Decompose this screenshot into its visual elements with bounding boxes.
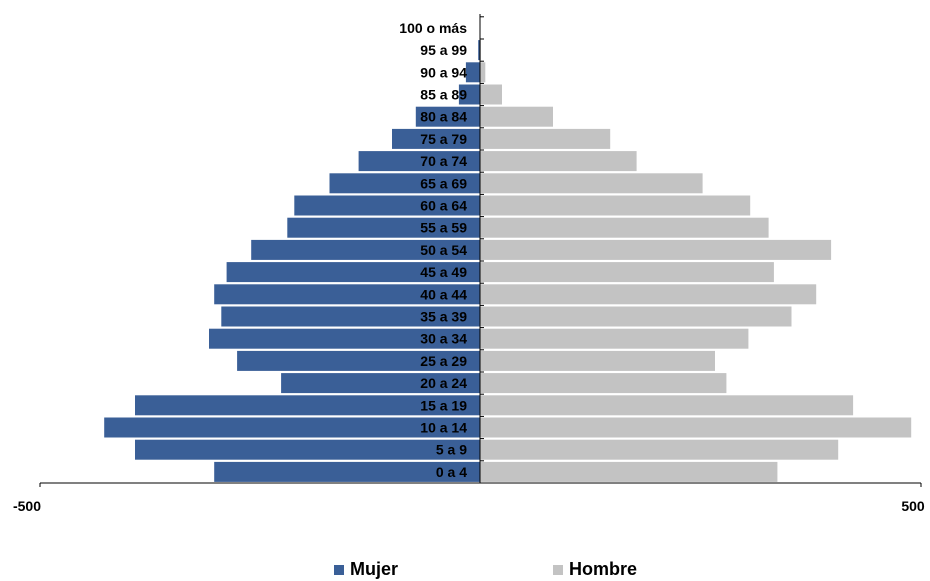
age-label-8: 40 a 44: [420, 286, 467, 302]
age-label-2: 10 a 14: [420, 420, 467, 436]
bar-hombre-12: [480, 195, 751, 216]
bar-mujer-5: [237, 350, 480, 371]
bar-mujer-9: [226, 262, 480, 283]
age-label-12: 60 a 64: [420, 198, 467, 214]
bar-mujer-16: [415, 106, 480, 127]
bar-mujer-17: [458, 84, 480, 105]
age-label-14: 70 a 74: [420, 153, 467, 169]
legend-item-hombre: Hombre: [553, 559, 637, 580]
age-label-17: 85 a 89: [420, 87, 467, 103]
bar-hombre-17: [480, 84, 502, 105]
age-label-15: 75 a 79: [420, 131, 467, 147]
age-label-1: 5 a 9: [436, 442, 467, 458]
bar-hombre-8: [480, 284, 817, 305]
bar-hombre-9: [480, 262, 774, 283]
bar-mujer-12: [294, 195, 480, 216]
x-tick-labels-group: -500 500: [13, 498, 925, 514]
bar-mujer-6: [209, 328, 480, 349]
bar-mujer-19: [478, 40, 480, 61]
age-label-16: 80 a 84: [420, 109, 467, 125]
bar-mujer-11: [287, 217, 480, 238]
bar-mujer-0: [214, 461, 480, 482]
bar-hombre-6: [480, 328, 749, 349]
x-tick-label-1: 500: [901, 498, 925, 514]
age-label-3: 15 a 19: [420, 397, 467, 413]
age-label-19: 95 a 99: [420, 42, 467, 58]
bar-hombre-11: [480, 217, 769, 238]
age-label-10: 50 a 54: [420, 242, 467, 258]
bar-mujer-10: [251, 239, 480, 260]
legend-swatch-mujer: [334, 564, 344, 575]
bar-mujer-8: [214, 284, 480, 305]
age-labels-group: 0 a 4 5 a 9 10 a 14 15 a 19 20 a 24 25 a 29 30…: [399, 20, 467, 480]
age-label-7: 35 a 39: [420, 309, 467, 325]
bar-hombre-2: [480, 417, 912, 438]
bar-hombre-7: [480, 306, 792, 327]
age-label-5: 25 a 29: [420, 353, 467, 369]
bar-hombre-18: [480, 62, 486, 83]
bar-hombre-1: [480, 439, 839, 460]
legend-label-mujer: Mujer: [350, 559, 399, 579]
axes-group: [39, 14, 922, 487]
legend: Mujer Hombre: [0, 559, 930, 581]
age-label-9: 45 a 49: [420, 264, 467, 280]
bar-mujer-18: [465, 62, 480, 83]
legend-swatch-hombre: [553, 564, 563, 575]
bar-hombre-15: [480, 128, 611, 149]
x-tick-label-0: -500: [13, 498, 41, 514]
age-label-0: 0 a 4: [436, 464, 467, 480]
age-label-20: 100 o más: [399, 20, 467, 36]
bar-mujer-1: [135, 439, 480, 460]
bar-hombre-3: [480, 395, 854, 416]
bar-mujer-7: [221, 306, 481, 327]
bar-mujer-13: [329, 173, 480, 194]
bar-hombre-16: [480, 106, 553, 127]
bars-group: [104, 40, 912, 482]
bar-hombre-10: [480, 239, 832, 260]
bar-hombre-14: [480, 151, 637, 172]
age-label-6: 30 a 34: [420, 331, 467, 347]
bar-mujer-15: [392, 128, 480, 149]
bar-mujer-3: [135, 395, 480, 416]
legend-label-hombre: Hombre: [569, 559, 638, 579]
bar-hombre-13: [480, 173, 703, 194]
bar-hombre-0: [480, 461, 778, 482]
bar-mujer-4: [281, 373, 480, 394]
bar-mujer-14: [358, 151, 480, 172]
age-label-4: 20 a 24: [420, 375, 467, 391]
bar-hombre-5: [480, 350, 715, 371]
age-label-18: 90 a 94: [420, 64, 467, 80]
bar-hombre-4: [480, 373, 727, 394]
age-label-13: 65 a 69: [420, 175, 467, 191]
legend-item-mujer: Mujer: [334, 559, 398, 580]
bar-mujer-2: [104, 417, 480, 438]
age-label-11: 55 a 59: [420, 220, 467, 236]
